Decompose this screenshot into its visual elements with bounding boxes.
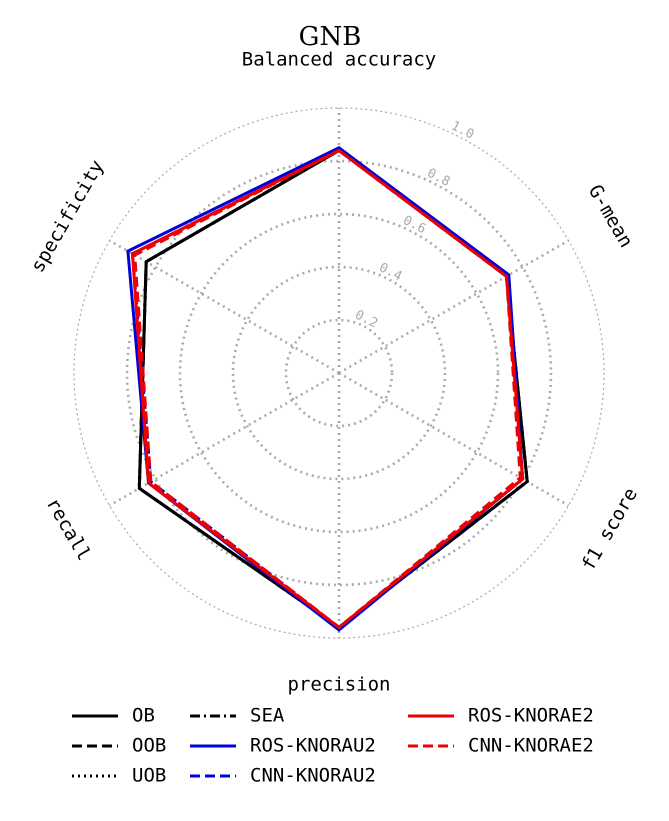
legend-item-sea: SEA [190, 705, 285, 727]
grid-spoke-3 [338, 371, 570, 507]
legend-item-cnn-knorae2: CNN-KNORAE2 [408, 735, 594, 757]
grid-circle-3 [178, 212, 500, 534]
axis-label-3: f1 score [577, 484, 642, 574]
legend-label: SEA [250, 705, 285, 727]
axis-label-5: recall [42, 494, 95, 564]
rtick-label-1: 0.2 [352, 308, 380, 332]
legend-item-ros-knorae2: ROS-KNORAE2 [408, 705, 594, 727]
axis-label-6: specificity [27, 156, 109, 276]
axis-labels: Balanced accuracy G-mean f1 score precision… [27, 49, 643, 696]
legend-label: OOB [132, 735, 166, 757]
legend-label: OB [132, 705, 155, 727]
grid-spoke-5 [108, 371, 340, 507]
grid-spoke-6 [108, 239, 340, 375]
legend-label: CNN-KNORAE2 [468, 735, 594, 757]
rtick-label-4: 0.8 [425, 166, 453, 190]
legend-label: ROS-KNORAE2 [468, 705, 594, 727]
legend-label: CNN-KNORAU2 [250, 765, 376, 787]
legend-item-uob: UOB [72, 765, 166, 787]
legend-label: UOB [132, 765, 166, 787]
legend-item-ros-knorau2: ROS-KNORAU2 [190, 735, 376, 757]
axis-label-4: precision [288, 674, 391, 696]
legend-item-ob: OB [72, 705, 155, 727]
chart-title: GNB [299, 22, 362, 52]
grid-spoke-2 [338, 239, 570, 375]
legend: OB OOB UOB SEA ROS-KNORAU2 CNN-KNORAU2 ROS-KNO… [72, 705, 594, 787]
grid-circle-4 [125, 159, 553, 587]
axis-label-1: Balanced accuracy [242, 49, 436, 71]
rtick-label-3: 0.6 [400, 213, 428, 237]
legend-item-cnn-knorau2: CNN-KNORAU2 [190, 765, 376, 787]
radar-grid [73, 107, 605, 639]
series-lines [126, 146, 529, 632]
grid-circle-2 [231, 265, 447, 481]
grid-circle-1 [284, 318, 394, 428]
axis-label-2: G-mean [584, 181, 637, 251]
legend-item-oob: OOB [72, 735, 166, 757]
series-line-ros-knorau2 [126, 146, 525, 632]
series-line-cnn-knorae2 [133, 148, 522, 630]
rtick-label-5: 1.0 [449, 119, 477, 143]
legend-label: ROS-KNORAU2 [250, 735, 376, 757]
